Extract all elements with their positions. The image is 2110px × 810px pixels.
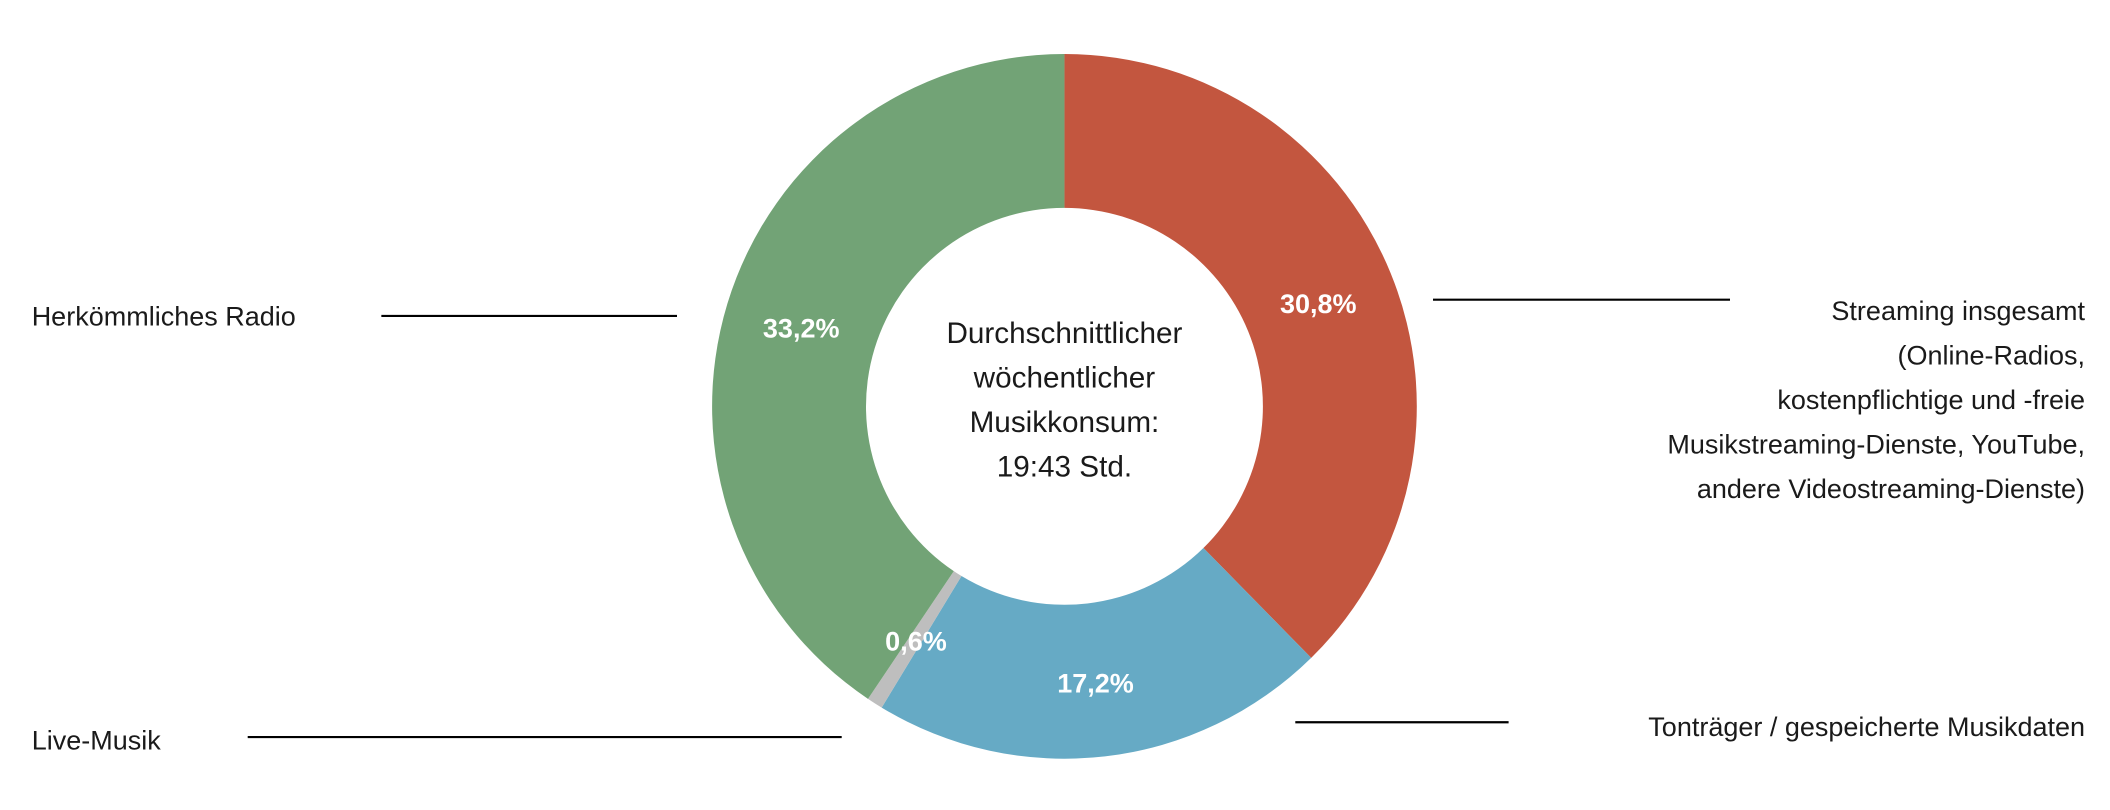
center-label-line: wöchentlicher [973, 361, 1156, 394]
data-label-live-musik: 0,6% [885, 627, 947, 657]
donut-slice-2 [867, 571, 962, 708]
category-label-tontraeger: Tonträger / gespeicherte Musikdaten [1648, 712, 2085, 742]
center-label-line: Durchschnittlicher [946, 317, 1182, 350]
category-label-line: kostenpflichtige und -freie [1777, 385, 2085, 415]
category-label-line: Streaming insgesamt [1831, 296, 2085, 326]
category-label-streaming: Streaming insgesamt (Online-Radios, kost… [1667, 296, 2085, 504]
category-label-live-musik: Live-Musik [32, 725, 162, 755]
center-label-line: Musikkonsum: [970, 406, 1160, 439]
category-label-radio: Herkömmliches Radio [32, 301, 296, 331]
donut-slice-1 [881, 548, 1312, 759]
category-label-line: andere Videostreaming-Dienste) [1697, 474, 2085, 504]
donut-slice-0 [1064, 54, 1417, 658]
data-label-radio: 33,2% [763, 314, 840, 344]
data-label-streaming: 30,8% [1280, 289, 1357, 319]
center-label-line: 19:43 Std. [997, 451, 1132, 484]
category-label-line: Musikstreaming-Dienste, YouTube, [1667, 430, 2085, 460]
center-label: Durchschnittlicher wöchentlicher Musikko… [946, 317, 1182, 484]
data-label-tontraeger: 17,2% [1057, 669, 1134, 699]
donut-slices [712, 54, 1417, 759]
category-label-line: (Online-Radios, [1897, 341, 2085, 371]
donut-slice-3 [712, 54, 1065, 699]
